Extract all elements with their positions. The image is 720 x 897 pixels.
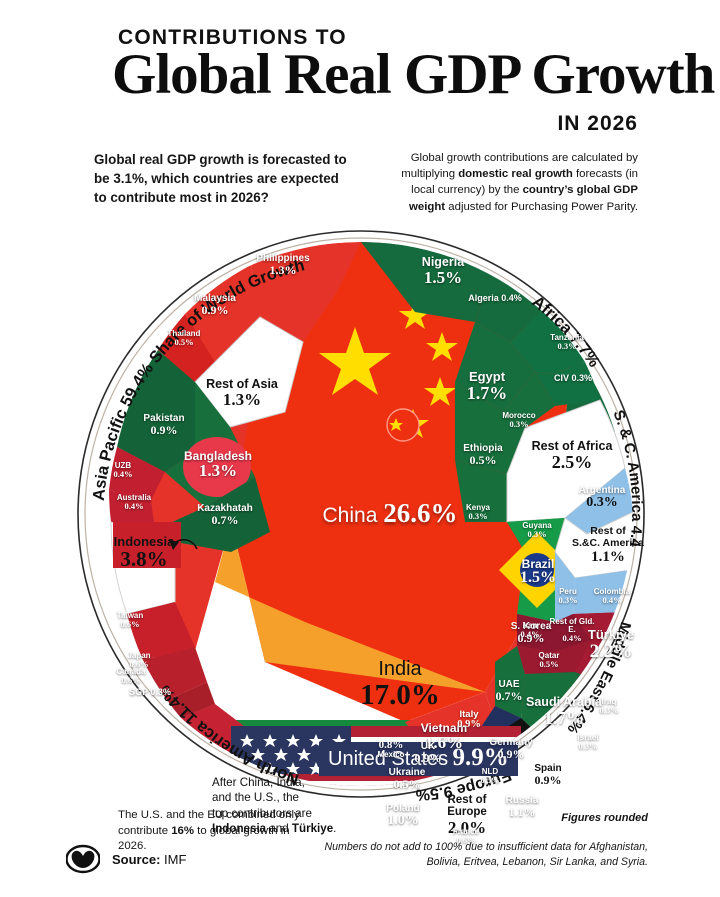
callout-joiner: and bbox=[266, 821, 292, 835]
cell-iran bbox=[517, 614, 555, 652]
method-part-3: adjusted for Purchasing Power Parity. bbox=[445, 200, 638, 213]
footnote-post: to global growth in 2026. bbox=[118, 824, 290, 853]
cell-civ bbox=[535, 362, 600, 406]
cell-pakistan bbox=[117, 350, 195, 472]
callout-line-2: and the U.S., the bbox=[212, 791, 300, 805]
china-flag-badge bbox=[386, 408, 420, 442]
cell-russia bbox=[510, 774, 560, 786]
callout-bold-1: Indonesia bbox=[212, 821, 267, 835]
cell-uzb bbox=[109, 447, 165, 500]
voronoi-pie-chart: Asia Pacific 59.4% Share of World Growth… bbox=[55, 222, 667, 845]
callout-arrow-head bbox=[169, 540, 179, 550]
callout-bold-2: Türkiye bbox=[291, 821, 334, 835]
cell-thailand bbox=[158, 314, 215, 382]
cell-kenya bbox=[455, 460, 507, 522]
cell-ethiopia bbox=[455, 382, 525, 474]
cell-rest-gld-e bbox=[553, 614, 591, 652]
cell-philippines bbox=[251, 242, 361, 342]
callout-annotation: After China, India, and the U.S., the to… bbox=[212, 775, 358, 836]
method-bold-2: country’s global GDP weight bbox=[409, 184, 638, 213]
cell-morocco bbox=[503, 372, 555, 428]
source-text: Source: IMF bbox=[112, 852, 186, 867]
cell-rest-of-africa bbox=[506, 399, 626, 523]
source-value: IMF bbox=[164, 851, 187, 867]
outer-ring bbox=[77, 230, 645, 798]
cell-nigeria bbox=[361, 242, 490, 322]
cell-sgp bbox=[167, 682, 215, 718]
method-part-1: Global growth contributions are calculat… bbox=[401, 152, 638, 181]
figures-rounded-note: Figures rounded bbox=[561, 812, 648, 824]
kicker: CONTRIBUTIONS TO bbox=[118, 26, 347, 49]
cell-taiwan bbox=[127, 602, 195, 660]
year-label: IN 2026 bbox=[557, 112, 638, 135]
method-bold-1: domestic real growth bbox=[458, 168, 573, 181]
callout-end: . bbox=[333, 821, 337, 835]
footnote-us-eu: The U.S. and the EU combined only contri… bbox=[118, 808, 318, 855]
cell-tanzania bbox=[510, 310, 585, 374]
cell-spain bbox=[525, 750, 583, 786]
china-badge-star bbox=[389, 418, 403, 431]
methodology-text: Global growth contributions are calculat… bbox=[398, 150, 638, 215]
footnote-bold: 16% bbox=[171, 824, 195, 837]
callout-line-1: After China, India, bbox=[212, 776, 305, 789]
cell-rest-of-asia bbox=[194, 316, 304, 428]
bangladesh-flag-circle bbox=[183, 437, 251, 497]
cell-algeria bbox=[475, 274, 542, 342]
footnote-pre: The U.S. and the EU combined only contri… bbox=[118, 809, 300, 837]
cell-peru bbox=[555, 552, 575, 622]
cell-colombia bbox=[573, 570, 631, 614]
cell-australia bbox=[109, 490, 155, 530]
disclaimer-note: Numbers do not add to 100% due to insuff… bbox=[324, 841, 648, 868]
method-part-2: forecasts (in local currency) by the bbox=[411, 168, 638, 197]
indonesia-red-band bbox=[113, 522, 181, 568]
source-row: Source: IMF bbox=[66, 844, 186, 874]
cell-malaysia bbox=[185, 265, 260, 362]
cell-argentina bbox=[565, 468, 633, 534]
cell-india-saffron bbox=[215, 522, 485, 692]
brazil-flag-globe bbox=[520, 553, 554, 587]
label-united-states: United States 9.9% bbox=[319, 742, 518, 776]
cell-kazakhstan bbox=[155, 477, 270, 552]
cell-egypt bbox=[455, 322, 535, 412]
cell-uae bbox=[495, 646, 525, 718]
lede-text: Global real GDP growth is forecasted to … bbox=[94, 152, 347, 206]
callout-line-3: top contributors are bbox=[212, 806, 312, 820]
chart-svg: Asia Pacific 59.4% Share of World Growth… bbox=[55, 222, 645, 812]
inner-ring bbox=[84, 237, 638, 791]
cell-poland bbox=[375, 802, 445, 812]
cell-japan bbox=[143, 647, 207, 700]
visual-capitalist-logo bbox=[66, 844, 100, 874]
page-title: Global Real GDP Growth bbox=[112, 43, 715, 106]
source-label: Source: bbox=[112, 851, 161, 867]
cell-qatar bbox=[517, 640, 591, 674]
